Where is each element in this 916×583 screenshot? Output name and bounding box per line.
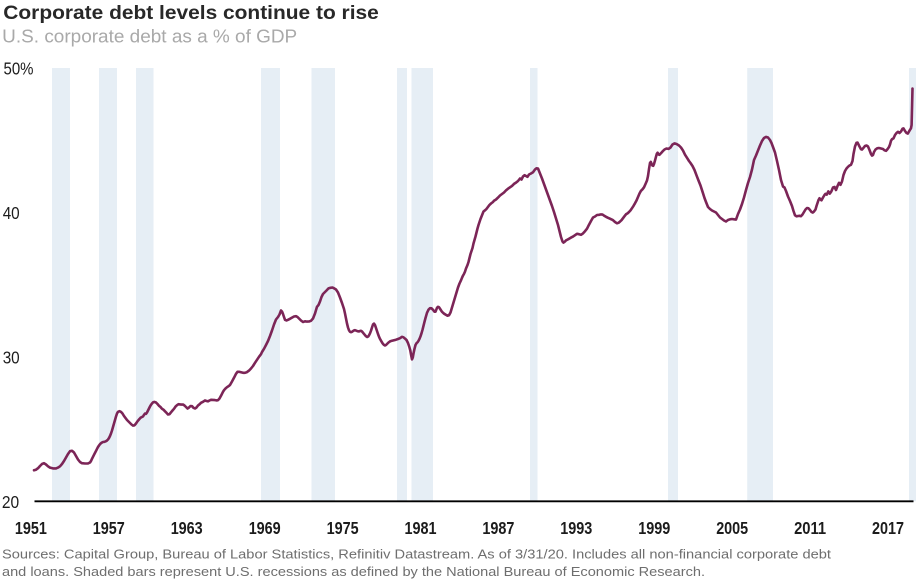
svg-text:1951: 1951 <box>15 518 47 538</box>
svg-text:1969: 1969 <box>249 518 281 538</box>
svg-text:2011: 2011 <box>794 518 826 538</box>
svg-text:30: 30 <box>3 347 20 367</box>
svg-text:40: 40 <box>3 203 20 223</box>
svg-text:20: 20 <box>2 492 19 512</box>
svg-text:50%: 50% <box>4 58 34 78</box>
svg-text:2017: 2017 <box>872 518 904 538</box>
svg-text:and loans. Shaded bars represe: and loans. Shaded bars represent U.S. re… <box>2 564 705 579</box>
svg-text:1957: 1957 <box>93 518 125 538</box>
svg-text:Corporate debt levels continue: Corporate debt levels continue to rise <box>3 3 379 24</box>
svg-text:Sources: Capital Group, Bureau: Sources: Capital Group, Bureau of Labor … <box>2 547 831 562</box>
svg-text:1963: 1963 <box>171 518 203 538</box>
svg-text:1993: 1993 <box>560 518 592 538</box>
svg-text:1987: 1987 <box>482 518 514 538</box>
svg-text:1975: 1975 <box>327 518 359 538</box>
svg-text:1981: 1981 <box>405 518 437 538</box>
svg-text:2005: 2005 <box>716 518 748 538</box>
svg-text:U.S. corporate debt as a % of: U.S. corporate debt as a % of GDP <box>2 26 297 47</box>
svg-text:1999: 1999 <box>638 518 670 538</box>
